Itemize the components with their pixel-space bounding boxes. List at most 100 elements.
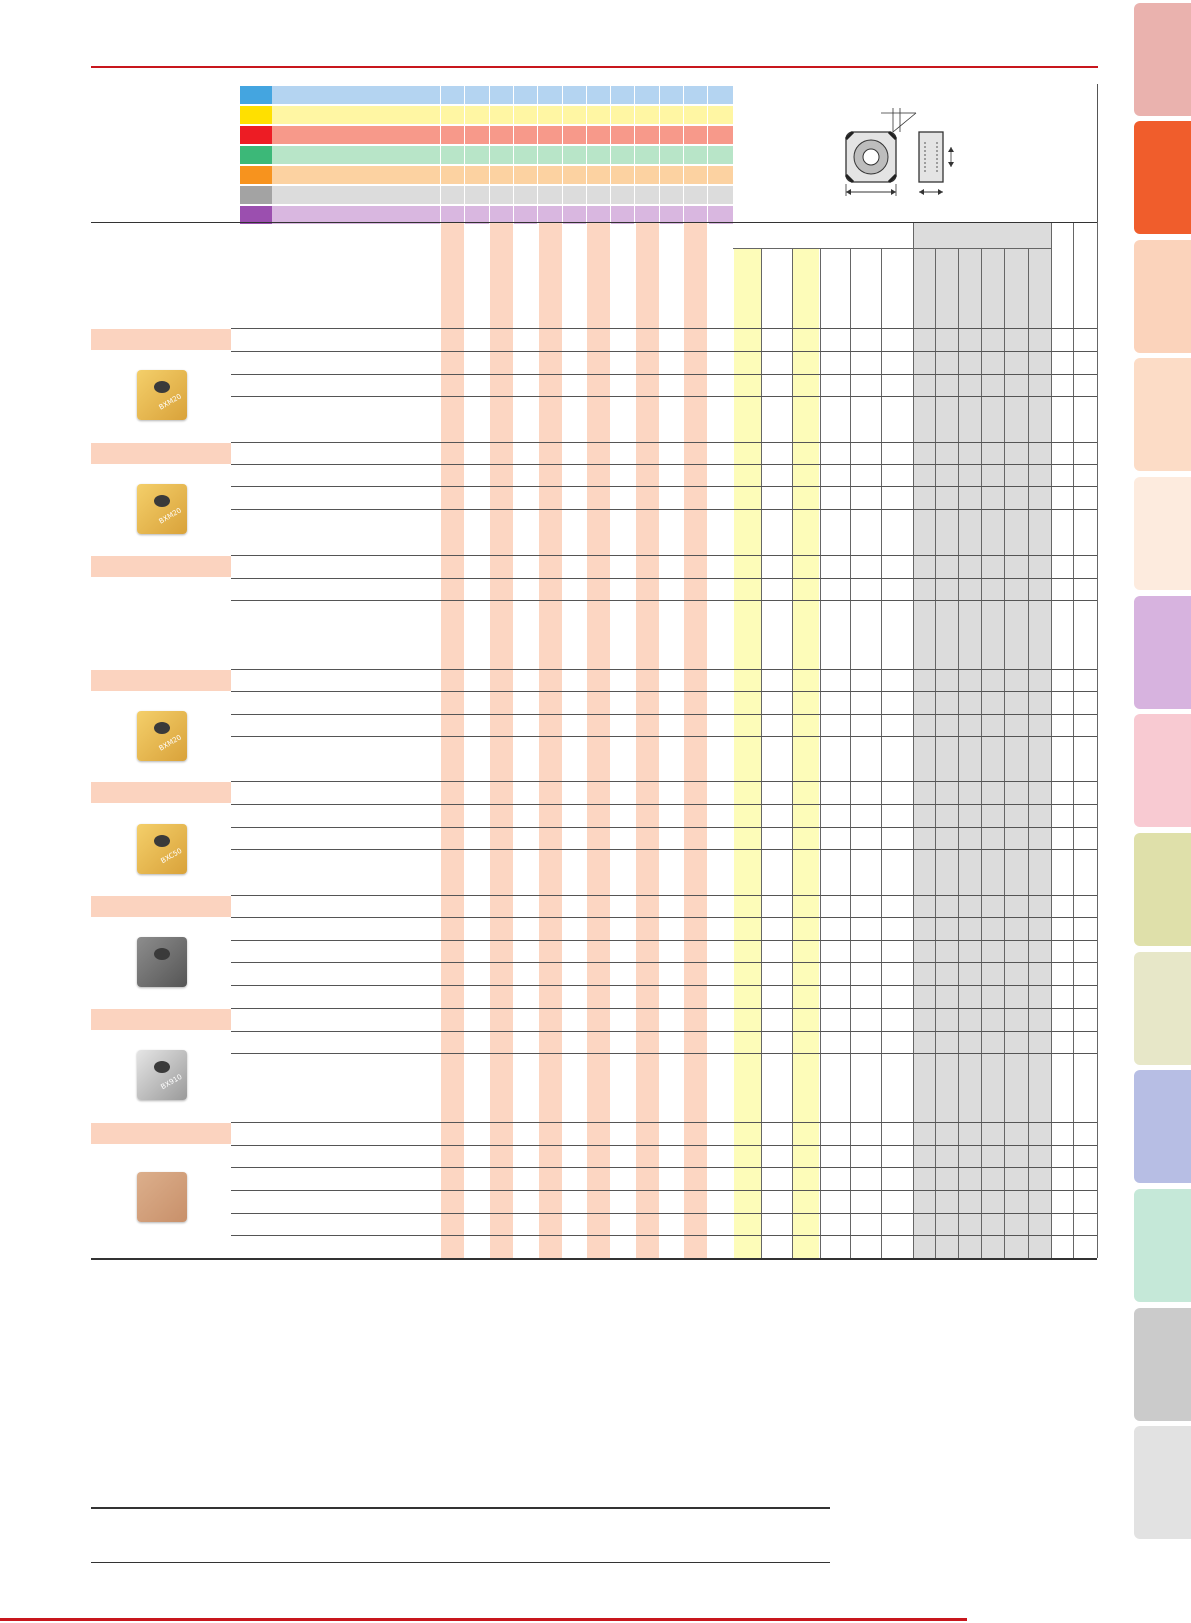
legend-divider — [707, 126, 709, 144]
material-band — [272, 166, 733, 184]
table-row-rule — [231, 895, 1097, 896]
insert-photo: BXM20 — [137, 711, 187, 761]
legend-divider — [512, 206, 514, 224]
legend-divider — [537, 186, 539, 204]
table-row-rule — [231, 669, 1097, 670]
material-swatch — [240, 186, 272, 204]
chapter-tab — [1134, 1189, 1191, 1302]
table-row-rule — [231, 1122, 1097, 1123]
legend-divider — [585, 166, 587, 184]
table-row-rule — [231, 917, 1097, 918]
footnote-rule-top — [91, 1507, 830, 1509]
chapter-tab — [1134, 3, 1191, 116]
legend-divider — [634, 126, 636, 144]
chapter-tab — [1134, 1426, 1191, 1539]
legend-divider — [537, 106, 539, 124]
material-band — [272, 86, 733, 104]
table-column-divider — [538, 222, 539, 1258]
table-row-rule — [231, 578, 1097, 579]
grade-column — [683, 222, 707, 1258]
table-row-rule — [231, 555, 1097, 556]
grade-column — [489, 222, 513, 1258]
legend-divider — [464, 86, 466, 104]
top-rule — [91, 66, 1098, 68]
legend-divider — [707, 206, 709, 224]
table-column-divider — [761, 249, 762, 1258]
legend-divider — [512, 106, 514, 124]
legend-divider — [610, 206, 612, 224]
insert-photo: BXC50 — [137, 824, 187, 874]
table-row-rule — [231, 1008, 1097, 1009]
insert-photo: BXM20 — [137, 484, 187, 534]
legend-divider — [464, 126, 466, 144]
chapter-tab — [1134, 240, 1191, 353]
legend-divider — [464, 166, 466, 184]
legend-divider — [464, 206, 466, 224]
table-row-rule — [231, 351, 1097, 352]
table-column-divider — [708, 222, 709, 1258]
legend-divider — [585, 86, 587, 104]
legend-divider — [561, 106, 563, 124]
grade-column — [635, 222, 659, 1258]
legend-divider — [512, 86, 514, 104]
legend-divider — [561, 126, 563, 144]
table-column-divider — [913, 222, 914, 1258]
dimension-column — [792, 249, 819, 1258]
table-column-divider — [1004, 249, 1005, 1258]
legend-divider — [610, 126, 612, 144]
legend-divider — [658, 106, 660, 124]
footnote-rule-bottom — [91, 1562, 830, 1563]
legend-divider — [683, 166, 684, 184]
legend-divider — [658, 146, 660, 164]
legend-divider — [464, 106, 466, 124]
legend-divider — [634, 146, 636, 164]
insert-grade-label: BX910 — [159, 1072, 184, 1092]
table-row-rule — [231, 464, 1097, 465]
table-row-rule — [231, 714, 1097, 715]
square-insert-drawing — [844, 108, 954, 196]
legend-divider — [488, 186, 490, 204]
legend-divider — [683, 106, 684, 124]
table-column-divider — [562, 222, 563, 1258]
legend-divider — [658, 86, 660, 104]
legend-divider — [440, 146, 441, 164]
table-column-divider — [489, 222, 490, 1258]
legend-divider — [707, 166, 709, 184]
legend-divider — [537, 166, 539, 184]
insert-photo: BXM20 — [137, 370, 187, 420]
table-column-divider — [881, 249, 882, 1258]
insert-hole — [154, 381, 170, 393]
legend-divider — [634, 106, 636, 124]
table-row-rule — [231, 827, 1097, 828]
legend-divider — [585, 106, 587, 124]
legend-divider — [634, 206, 636, 224]
legend-divider — [610, 146, 612, 164]
table-row-rule — [231, 374, 1097, 375]
material-band — [272, 126, 733, 144]
table-column-divider — [513, 222, 514, 1258]
legend-divider — [658, 186, 660, 204]
group-header-bar — [91, 896, 231, 917]
legend-divider — [585, 146, 587, 164]
legend-divider — [658, 126, 660, 144]
chapter-tab — [1134, 714, 1191, 827]
grade-column — [586, 222, 610, 1258]
group-header-bar — [91, 329, 231, 350]
grade-column — [538, 222, 562, 1258]
chapter-tab — [1134, 596, 1191, 709]
table-row-rule — [231, 691, 1097, 692]
legend-divider — [512, 126, 514, 144]
legend-divider — [610, 86, 612, 104]
material-swatch — [240, 146, 272, 164]
table-row-rule — [231, 1167, 1097, 1168]
table-column-divider — [1073, 222, 1074, 1258]
legend-divider — [683, 146, 684, 164]
material-band — [272, 106, 733, 124]
legend-divider — [488, 166, 490, 184]
group-header-bar — [91, 670, 231, 691]
chapter-tab — [1134, 121, 1191, 234]
legend-divider — [634, 166, 636, 184]
legend-divider — [440, 206, 441, 224]
legend-divider — [658, 206, 660, 224]
legend-divider — [440, 126, 441, 144]
